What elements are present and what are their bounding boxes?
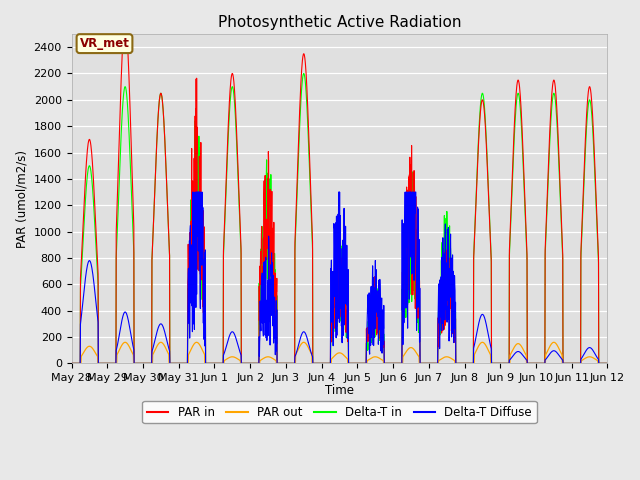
Legend: PAR in, PAR out, Delta-T in, Delta-T Diffuse: PAR in, PAR out, Delta-T in, Delta-T Dif…: [142, 401, 537, 423]
X-axis label: Time: Time: [325, 384, 354, 397]
Text: VR_met: VR_met: [79, 37, 129, 50]
Title: Photosynthetic Active Radiation: Photosynthetic Active Radiation: [218, 15, 461, 30]
Y-axis label: PAR (umol/m2/s): PAR (umol/m2/s): [15, 150, 28, 248]
